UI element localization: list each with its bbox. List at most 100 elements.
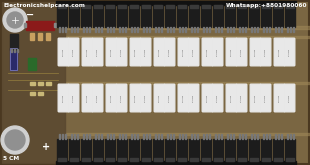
Bar [165,139,175,161]
Text: −: − [26,10,34,20]
Text: 2SA1943: 2SA1943 [168,94,170,102]
Bar [152,1,164,5]
Text: 2SA1943: 2SA1943 [264,94,266,102]
Bar [164,161,176,165]
Text: 2SC5200: 2SC5200 [86,48,87,56]
Bar [285,5,295,27]
Bar [80,1,92,5]
Bar [290,27,291,32]
Bar [64,82,310,84]
Text: 2SC5200: 2SC5200 [206,48,207,56]
Bar [165,5,175,27]
Bar [220,134,222,139]
Bar [263,27,264,32]
Bar [209,27,210,32]
Bar [225,5,235,27]
Bar [11,49,12,52]
Bar [256,134,258,139]
Bar [94,158,102,161]
Bar [28,58,36,70]
Bar [176,1,188,5]
FancyBboxPatch shape [164,38,175,66]
FancyBboxPatch shape [236,84,247,112]
Bar [56,1,68,5]
Bar [191,134,192,139]
FancyBboxPatch shape [250,84,261,112]
Bar [82,134,84,139]
Bar [113,134,114,139]
Text: 2SA1943: 2SA1943 [120,94,122,102]
FancyBboxPatch shape [140,38,151,66]
FancyBboxPatch shape [274,84,285,112]
Bar [218,134,219,139]
Bar [143,27,144,32]
Text: 2SC5200: 2SC5200 [183,48,184,56]
Bar [166,158,174,161]
Bar [197,27,198,32]
Bar [286,158,294,161]
Bar [61,134,63,139]
Bar [215,27,216,32]
Bar [69,139,79,161]
Text: 2SA1943: 2SA1943 [240,94,241,102]
Bar [285,139,295,161]
Bar [61,27,63,32]
Bar [181,134,183,139]
Bar [226,158,234,161]
Bar [86,27,87,32]
Bar [57,5,67,27]
Bar [224,161,236,165]
Bar [229,27,231,32]
Bar [88,134,90,139]
Text: 2SA1943: 2SA1943 [168,48,170,56]
Bar [179,27,180,32]
Bar [238,27,240,32]
Bar [274,134,276,139]
Bar [145,134,147,139]
Bar [118,158,126,161]
Circle shape [3,8,27,32]
Text: 2SC5200: 2SC5200 [278,94,280,102]
Text: 2SA1943: 2SA1943 [144,94,146,102]
Bar [176,161,188,165]
Bar [265,27,267,32]
Bar [143,134,144,139]
Bar [105,5,115,27]
Bar [274,158,282,161]
Bar [140,1,152,5]
Text: 2SC5200: 2SC5200 [63,94,64,102]
Bar [81,5,91,27]
Bar [277,134,279,139]
Circle shape [5,130,25,150]
Text: +: + [42,142,50,152]
Bar [281,134,282,139]
Bar [122,27,123,32]
Bar [125,27,126,32]
Bar [229,134,231,139]
Bar [250,158,258,161]
Bar [268,134,270,139]
Text: 2SC5200: 2SC5200 [231,48,232,56]
Bar [131,27,132,32]
Bar [54,23,56,27]
Bar [141,5,151,27]
Bar [130,158,138,161]
Bar [209,134,210,139]
Bar [261,139,271,161]
FancyBboxPatch shape [202,84,213,112]
Bar [272,1,284,5]
Bar [241,27,243,32]
Bar [293,27,294,32]
Bar [145,27,147,32]
Bar [256,27,258,32]
Bar [286,27,288,32]
Bar [129,5,139,27]
Bar [272,161,284,165]
Text: 2SA1943: 2SA1943 [240,48,241,56]
Bar [220,27,222,32]
Bar [70,134,72,139]
Bar [245,134,246,139]
Text: 5 CM: 5 CM [3,156,19,161]
Bar [261,5,271,27]
Bar [260,161,272,165]
